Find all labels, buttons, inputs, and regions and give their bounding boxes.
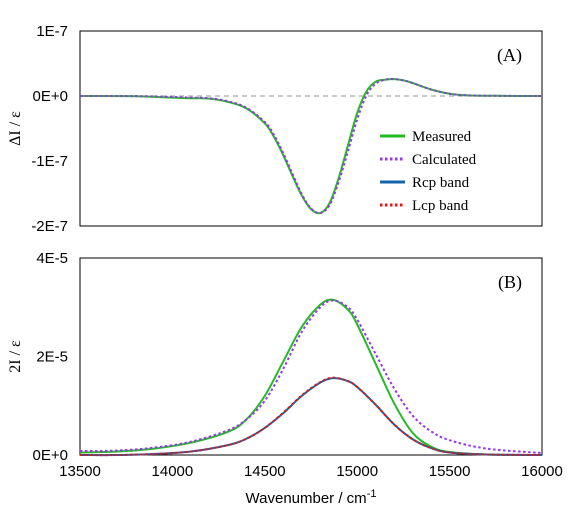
x-tick-label: 14500 <box>244 463 286 480</box>
x-tick-label: 14000 <box>152 463 194 480</box>
legend: Measured Calculated Rcp band Lcp band <box>380 129 477 214</box>
y-tick-label: 4E-5 <box>36 250 68 267</box>
y-tick-label: 0E+0 <box>33 88 68 105</box>
panel-label: (B) <box>498 272 522 293</box>
panel-a: 1E-7 0E+0 -1E-7 -2E-7 ΔI / ε (A) Measured Calcu… <box>7 23 543 235</box>
x-tick-label: 13500 <box>59 463 101 480</box>
series-line-lcp-band <box>79 376 543 457</box>
y-tick-label: -2E-7 <box>31 218 68 235</box>
y-tick-label: 0E+0 <box>33 447 68 464</box>
x-axis-title-main: Wavenumber / cm <box>246 490 367 507</box>
y-tick-label: -1E-7 <box>31 153 68 170</box>
legend-label: Lcp band <box>412 198 469 214</box>
panel-label: (A) <box>497 45 522 66</box>
series-line-rcp-band <box>79 377 543 457</box>
legend-label: Measured <box>412 129 472 145</box>
x-axis-title: Wavenumber / cm-1 <box>246 488 377 507</box>
x-tick-label: 16000 <box>521 463 563 480</box>
series-line-calculated <box>79 299 543 455</box>
legend-label: Rcp band <box>412 175 470 191</box>
series-line-measured <box>79 78 543 215</box>
y-tick-label: 2E-5 <box>36 349 68 366</box>
legend-label: Calculated <box>412 152 477 168</box>
x-tick-label: 15000 <box>336 463 378 480</box>
y-axis-title: ΔI / ε <box>7 111 24 146</box>
plot-frame <box>79 30 543 227</box>
series-line-measured <box>79 298 543 456</box>
plot-frame <box>79 257 543 456</box>
x-axis-title-sup: -1 <box>367 488 377 500</box>
x-tick-label: 15500 <box>429 463 471 480</box>
y-axis-title: 2I / ε <box>7 340 24 373</box>
y-tick-label: 1E-7 <box>36 23 68 40</box>
series-line-calculated <box>79 78 543 215</box>
